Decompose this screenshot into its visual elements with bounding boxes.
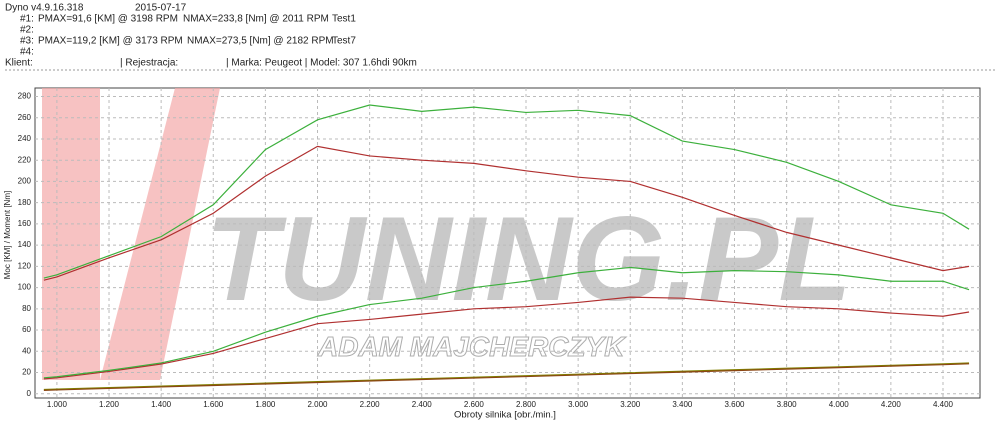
y-tick-label: 160 <box>18 219 32 228</box>
series-line <box>43 145 970 281</box>
watermark-sub: ADAM MAJCHERCZYK <box>317 331 626 362</box>
registration: | Rejestracja: <box>120 58 178 69</box>
series <box>43 104 970 391</box>
x-tick-label: 3.200 <box>620 400 641 409</box>
pmax: PMAX=119,2 [KM] @ 3173 RPM <box>38 36 183 47</box>
x-tick-label: 2.400 <box>412 400 433 409</box>
y-axis-title: Moc [KM] / Moment [Nm] <box>3 191 12 279</box>
x-tick-label: 4.000 <box>829 400 850 409</box>
x-tick-label: 1.800 <box>255 400 276 409</box>
app-version: Dyno v4.9.16.318 <box>5 3 84 14</box>
x-axis-title: Obroty silnika [obr./min.] <box>454 410 556 421</box>
client: Klient: <box>5 58 33 69</box>
x-tick-label: 3.000 <box>568 400 589 409</box>
x-tick-label: 2.200 <box>360 400 381 409</box>
x-tick-label: 2.800 <box>516 400 537 409</box>
y-tick-label: 240 <box>18 134 32 143</box>
grid <box>35 88 980 398</box>
series-line <box>43 104 970 279</box>
x-tick-label: 1.000 <box>47 400 68 409</box>
y-tick-label: 280 <box>18 92 32 101</box>
y-tick-label: 60 <box>22 325 31 334</box>
pmax: PMAX=91,6 [KM] @ 3198 RPM <box>38 14 178 25</box>
series-line <box>43 296 970 380</box>
watermark: TUNING.PL <box>205 192 852 326</box>
x-tick-label: 2.000 <box>307 400 328 409</box>
test-name: Test7 <box>332 36 356 47</box>
run-id: #2: <box>20 25 34 36</box>
run-id: #4: <box>20 47 34 58</box>
vehicle: | Marka: Peugeot | Model: 307 1.6hdi 90k… <box>226 58 417 69</box>
x-tick-label: 3.600 <box>724 400 745 409</box>
x-tick-label: 1.600 <box>203 400 224 409</box>
date: 2015-07-17 <box>135 3 187 14</box>
nmax: NMAX=233,8 [Nm] @ 2011 RPM <box>183 14 329 25</box>
series-line <box>43 266 970 379</box>
x-tick-label: 1.200 <box>99 400 120 409</box>
run-id: #1: <box>20 14 34 25</box>
series-line <box>43 363 970 391</box>
y-tick-label: 20 <box>22 368 31 377</box>
test-name: Test1 <box>332 14 356 25</box>
y-tick-label: 260 <box>18 113 32 122</box>
y-tick-label: 0 <box>27 389 32 398</box>
y-tick-label: 200 <box>18 177 32 186</box>
run-id: #3: <box>20 36 34 47</box>
series-line <box>43 362 970 391</box>
x-tick-label: 3.400 <box>672 400 693 409</box>
x-tick-label: 4.400 <box>933 400 954 409</box>
y-tick-label: 180 <box>18 198 32 207</box>
x-tick-label: 1.400 <box>151 400 172 409</box>
y-tick-label: 120 <box>18 261 32 270</box>
x-tick-label: 4.200 <box>881 400 902 409</box>
x-tick-label: 2.600 <box>464 400 485 409</box>
nmax: NMAX=273,5 [Nm] @ 2182 RPM <box>187 36 334 47</box>
y-tick-label: 140 <box>18 240 32 249</box>
y-tick-label: 80 <box>22 304 31 313</box>
x-tick-label: 3.800 <box>777 400 798 409</box>
y-tick-label: 100 <box>18 283 32 292</box>
y-tick-label: 220 <box>18 155 32 164</box>
y-tick-label: 40 <box>22 346 31 355</box>
